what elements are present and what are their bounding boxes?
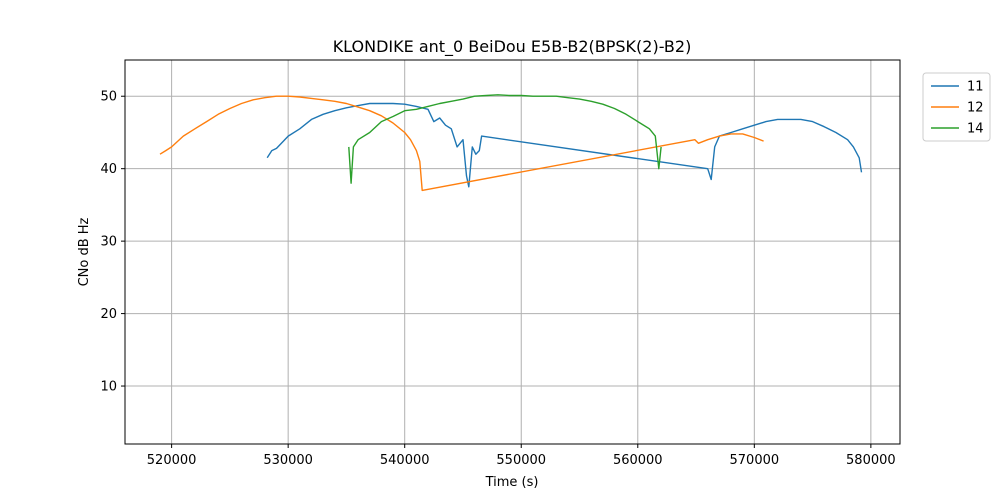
x-axis-ticks: 520000 530000 540000 550000 560000 570000 5800… xyxy=(147,444,896,468)
legend-label-14: 14 xyxy=(967,122,984,137)
y-axis-ticks: 10 20 30 40 50 xyxy=(100,90,125,395)
x-tick-label: 540000 xyxy=(380,453,430,468)
plot-frame xyxy=(124,59,901,445)
y-tick-label: 20 xyxy=(100,307,117,322)
grid xyxy=(125,60,900,444)
x-tick-label: 580000 xyxy=(846,453,896,468)
chart-title: KLONDIKE ant_0 BeiDou E5B-B2(BPSK(2)-B2) xyxy=(333,37,692,57)
series-layer xyxy=(159,94,863,192)
x-axis-label: Time (s) xyxy=(485,475,539,490)
legend: 11 12 14 xyxy=(922,72,991,142)
legend-label-12: 12 xyxy=(967,101,984,116)
legend-label-11: 11 xyxy=(967,80,984,95)
x-tick-label: 530000 xyxy=(263,453,313,468)
x-tick-label: 570000 xyxy=(730,453,780,468)
y-axis-label: CNo dB Hz xyxy=(77,217,92,286)
y-tick-label: 50 xyxy=(100,90,117,105)
y-tick-label: 30 xyxy=(100,235,117,250)
series-line-12 xyxy=(159,95,764,192)
y-tick-label: 10 xyxy=(100,380,117,395)
series-line-14 xyxy=(348,94,662,184)
x-tick-label: 560000 xyxy=(613,453,663,468)
x-tick-label: 520000 xyxy=(147,453,197,468)
y-tick-label: 40 xyxy=(100,162,117,177)
x-tick-label: 550000 xyxy=(496,453,546,468)
